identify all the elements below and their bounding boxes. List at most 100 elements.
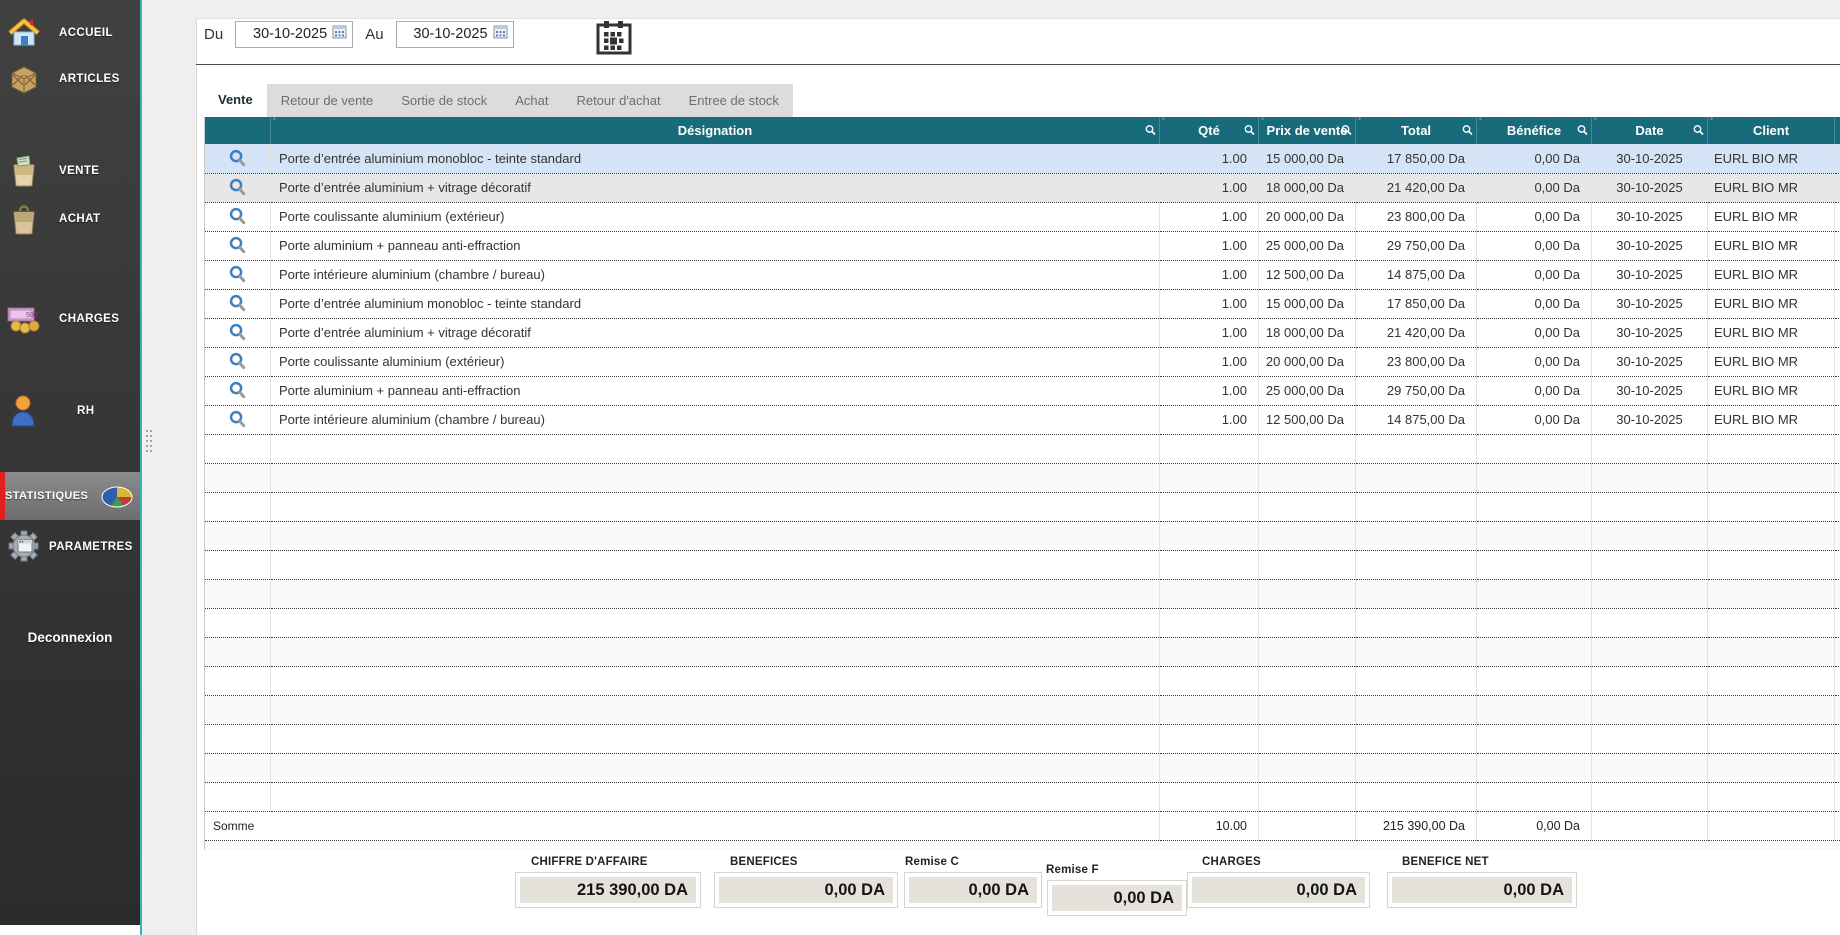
du-date-input[interactable]: 30-10-2025 <box>235 20 354 48</box>
remise-c-label: Remise C <box>905 856 960 868</box>
header-icon-column[interactable] <box>204 117 271 144</box>
cell-client: EURL BIO MR <box>1707 144 1835 174</box>
header-total[interactable]: ◦ Total <box>1355 115 1477 144</box>
report-tabs: Vente Retour de vente Sortie de stock Ac… <box>204 82 793 117</box>
below-sidebar-strip <box>0 925 140 935</box>
sidebar-item-charges[interactable]: 500 CHARGES <box>0 296 140 342</box>
tab-achat[interactable]: Achat <box>515 93 549 108</box>
tab-retour-d-achat[interactable]: Retour d'achat <box>576 93 661 108</box>
au-date-input[interactable]: 30-10-2025 <box>395 20 514 48</box>
logout-button[interactable]: Deconnexion <box>27 630 113 645</box>
cell-price: 15 000,00 Da <box>1258 144 1356 174</box>
table-row[interactable]: Porte intérieure aluminium (chambre / bu… <box>204 260 1840 290</box>
purchase-bag-icon <box>5 200 43 238</box>
charges-field: 0,00 DA <box>1187 872 1370 908</box>
filter-magnifier-icon[interactable] <box>1577 123 1588 138</box>
table-row[interactable]: Porte aluminium + panneau anti-effractio… <box>204 231 1840 261</box>
sidebar-item-label: RH <box>77 405 95 417</box>
sale-bag-icon <box>5 152 43 190</box>
cell-designation: Porte aluminium + panneau anti-effractio… <box>270 376 1160 406</box>
sidebar-item-statistiques[interactable]: STATISTIQUES <box>0 472 140 520</box>
filter-magnifier-icon[interactable] <box>1145 123 1156 138</box>
sidebar-item-accueil[interactable]: ACCUEIL <box>0 10 140 56</box>
pie-chart-icon <box>98 477 136 515</box>
sidebar-item-label: ACCUEIL <box>59 27 113 39</box>
filter-magnifier-icon[interactable] <box>1693 123 1704 138</box>
row-magnifier-icon[interactable] <box>204 231 271 261</box>
filter-magnifier-icon[interactable] <box>1462 123 1473 138</box>
tab-entree-de-stock[interactable]: Entree de stock <box>688 93 779 108</box>
table-row[interactable]: Porte d’entrée aluminium monobloc - tein… <box>204 289 1840 319</box>
sidebar-accent-border <box>140 0 142 935</box>
row-magnifier-icon[interactable] <box>204 405 271 435</box>
row-magnifier-icon[interactable] <box>204 289 271 319</box>
cell-date: 30-10-2025 <box>1591 173 1708 203</box>
cell-designation: Porte d’entrée aluminium + vitrage décor… <box>270 173 1160 203</box>
row-magnifier-icon[interactable] <box>204 144 271 174</box>
row-magnifier-icon[interactable] <box>204 173 271 203</box>
row-magnifier-icon[interactable] <box>204 318 271 348</box>
au-label: Au <box>365 25 384 43</box>
row-magnifier-icon[interactable] <box>204 260 271 290</box>
header-qty[interactable]: ◦ Qté <box>1159 115 1259 144</box>
svg-text:500: 500 <box>26 312 38 319</box>
benefice-net-value: 0,00 DA <box>1392 877 1572 903</box>
cell-designation: Porte d’entrée aluminium monobloc - tein… <box>270 289 1160 319</box>
header-price[interactable]: ◦ Prix de vente <box>1258 115 1356 144</box>
sidebar-item-label: STATISTIQUES <box>5 490 89 502</box>
table-row[interactable]: Porte d’entrée aluminium + vitrage décor… <box>204 318 1840 348</box>
header-date[interactable]: ◦ Date <box>1591 115 1708 144</box>
sidebar-item-label: ARTICLES <box>59 73 120 85</box>
sum-label: Somme <box>204 811 271 841</box>
header-client[interactable]: ◦ Client <box>1707 115 1835 144</box>
cell-qty: 1.00 <box>1159 260 1259 290</box>
cell-total: 23 800,00 Da <box>1355 202 1477 232</box>
calendar-small-icon[interactable] <box>332 24 347 44</box>
sidebar-item-articles[interactable]: ARTICLES <box>0 56 140 102</box>
chiffre-affaire-label: CHIFFRE D'AFFAIRE <box>531 856 648 868</box>
cell-total: 21 420,00 Da <box>1355 173 1477 203</box>
cell-designation: Porte intérieure aluminium (chambre / bu… <box>270 405 1160 435</box>
table-row[interactable]: Porte coulissante aluminium (extérieur) 1… <box>204 347 1840 377</box>
cell-qty: 1.00 <box>1159 144 1259 174</box>
benefice-net-field: 0,00 DA <box>1387 872 1577 908</box>
cell-total: 17 850,00 Da <box>1355 289 1477 319</box>
row-magnifier-icon[interactable] <box>204 202 271 232</box>
filter-magnifier-icon[interactable] <box>1341 123 1352 138</box>
sidebar-item-parametres[interactable]: PARAMETRES <box>0 524 140 570</box>
sum-benefit: 0,00 Da <box>1476 811 1592 841</box>
du-date-value: 30-10-2025 <box>253 26 328 42</box>
calendar-button[interactable] <box>592 17 636 59</box>
table-row[interactable]: Porte d’entrée aluminium monobloc - tein… <box>204 144 1840 174</box>
row-magnifier-icon[interactable] <box>204 376 271 406</box>
table-row[interactable]: Porte coulissante aluminium (extérieur) 1… <box>204 202 1840 232</box>
tab-vente[interactable]: Vente <box>204 82 267 117</box>
empty-row <box>204 463 1840 493</box>
home-icon <box>5 14 43 52</box>
sidebar-item-rh[interactable]: RH <box>0 388 140 434</box>
calendar-small-icon[interactable] <box>493 24 508 44</box>
table-row[interactable]: Porte aluminium + panneau anti-effractio… <box>204 376 1840 406</box>
cell-designation: Porte d’entrée aluminium + vitrage décor… <box>270 318 1160 348</box>
remise-c-field: 0,00 DA <box>904 872 1042 908</box>
filter-magnifier-icon[interactable] <box>1244 123 1255 138</box>
table-row[interactable]: Porte d’entrée aluminium + vitrage décor… <box>204 173 1840 203</box>
chiffre-affaire-field: 215 390,00 DA <box>515 872 701 908</box>
cell-date: 30-10-2025 <box>1591 144 1708 174</box>
panel-splitter-handle[interactable] <box>144 428 154 454</box>
sidebar-item-achat[interactable]: ACHAT <box>0 196 140 242</box>
empty-row <box>204 724 1840 754</box>
tab-sortie-de-stock[interactable]: Sortie de stock <box>401 93 488 108</box>
header-benefit[interactable]: ◦ Bénéfice <box>1476 115 1592 144</box>
header-designation[interactable]: ◦ Désignation <box>270 115 1160 144</box>
table-row[interactable]: Porte intérieure aluminium (chambre / bu… <box>204 405 1840 435</box>
cell-client: EURL BIO MR <box>1707 318 1835 348</box>
sidebar-item-vente[interactable]: VENTE <box>0 148 140 194</box>
row-magnifier-icon[interactable] <box>204 347 271 377</box>
tab-retour-de-vente[interactable]: Retour de vente <box>280 93 374 108</box>
cell-client: EURL BIO MR <box>1707 405 1835 435</box>
cell-total: 14 875,00 Da <box>1355 260 1477 290</box>
empty-row <box>204 521 1840 551</box>
remise-f-value: 0,00 DA <box>1052 885 1182 911</box>
cell-designation: Porte coulissante aluminium (extérieur) <box>270 202 1160 232</box>
